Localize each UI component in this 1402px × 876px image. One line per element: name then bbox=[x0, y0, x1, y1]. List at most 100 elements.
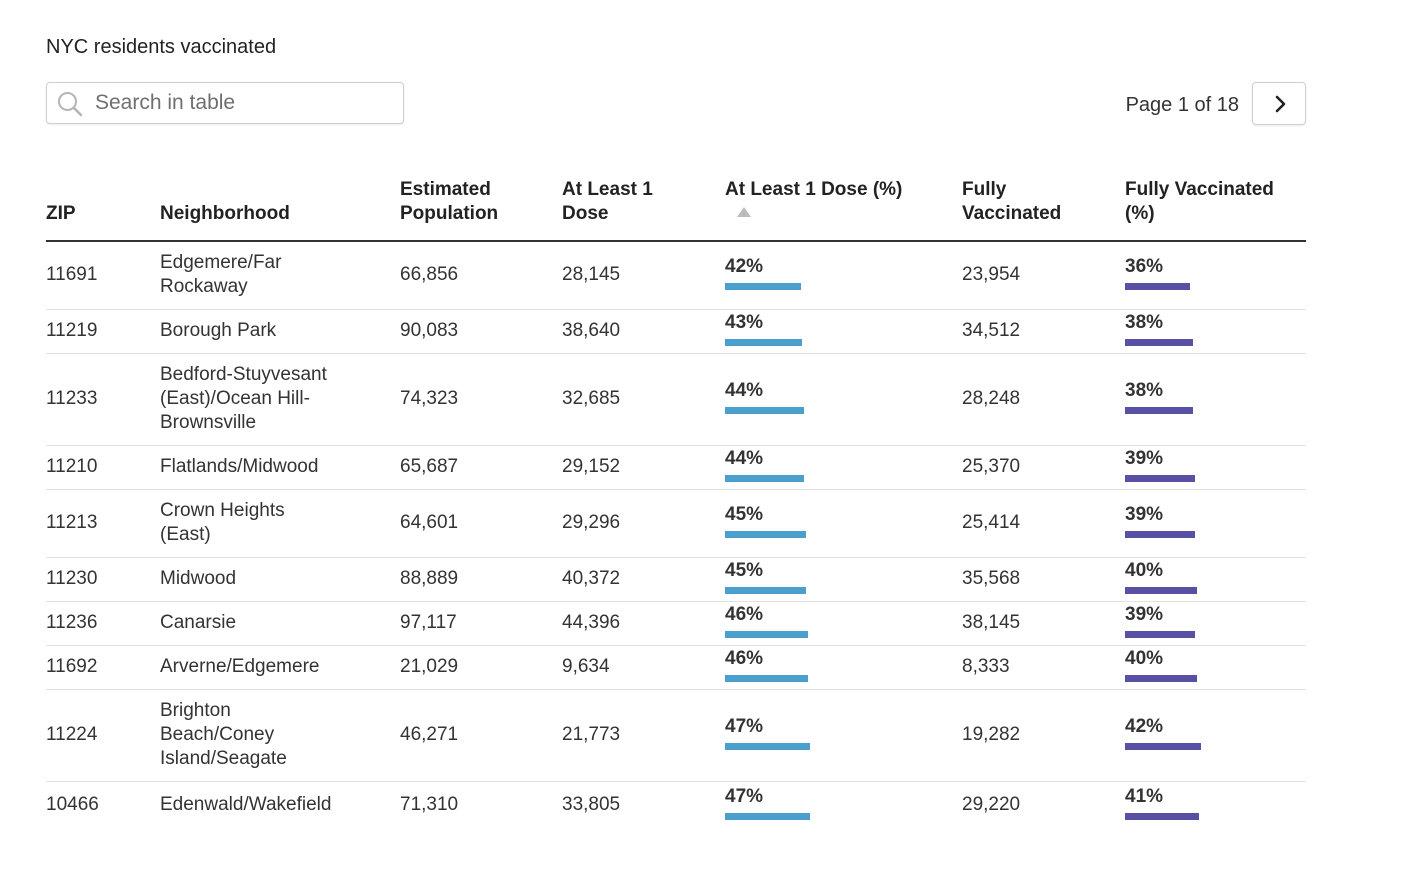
vaccination-table: ZIP Neighborhood Estimated Population At… bbox=[46, 168, 1306, 829]
population-text: 66,856 bbox=[400, 264, 459, 286]
neighborhood-text: Edgemere/Far Rockaway bbox=[160, 252, 282, 298]
population-cell: 66,856 bbox=[400, 241, 562, 310]
fully-vaccinated-cell: 29,220 bbox=[962, 781, 1125, 829]
dose1-pct-cell: 47% bbox=[725, 781, 962, 829]
column-header-fully-vaccinated-pct[interactable]: Fully Vaccinated (%) bbox=[1125, 168, 1306, 242]
dose1-text: 32,685 bbox=[562, 388, 621, 409]
dose1-pct-bar bbox=[725, 630, 808, 638]
column-header-population[interactable]: Estimated Population bbox=[400, 168, 562, 242]
fully-vaccinated-text: 8,333 bbox=[962, 656, 1010, 677]
zip-cell: 10466 bbox=[46, 781, 160, 829]
column-header-zip[interactable]: ZIP bbox=[46, 168, 160, 242]
population-text: 74,323 bbox=[400, 388, 459, 409]
population-cell: 46,271 bbox=[400, 689, 562, 782]
search-input[interactable] bbox=[95, 83, 395, 123]
fully-vaccinated-pct-cell: 42% bbox=[1125, 689, 1306, 782]
column-header-label: Neighborhood bbox=[160, 203, 290, 224]
dose1-cell: 28,145 bbox=[562, 241, 725, 310]
table-row: 11224 Brighton Beach/Coney Island/Seagate… bbox=[46, 689, 1306, 782]
neighborhood-cell: Edenwald/Wakefield bbox=[160, 781, 400, 829]
chevron-right-icon bbox=[1275, 95, 1286, 113]
population-text: 65,687 bbox=[400, 456, 459, 477]
column-header-fully-vaccinated[interactable]: Fully Vaccinated bbox=[962, 168, 1125, 242]
zip-text: 11691 bbox=[46, 264, 98, 286]
zip-cell: 11691 bbox=[46, 241, 160, 310]
table-row: 11233 Bedford-Stuyvesant (East)/Ocean Hil… bbox=[46, 353, 1306, 446]
neighborhood-text: Bedford-Stuyvesant (East)/Ocean Hill-Bro… bbox=[160, 364, 327, 433]
column-header-dose1[interactable]: At Least 1 Dose bbox=[562, 168, 725, 242]
fully-vaccinated-pct-bar bbox=[1125, 674, 1197, 682]
fully-vaccinated-pct-bar bbox=[1125, 338, 1193, 346]
fully-vaccinated-pct-cell: 36% bbox=[1125, 241, 1306, 310]
column-header-label: Fully Vaccinated bbox=[962, 179, 1062, 224]
neighborhood-cell: Edgemere/Far Rockaway bbox=[160, 241, 400, 310]
percent-label: 44% bbox=[725, 379, 764, 401]
neighborhood-text: Brighton Beach/Coney Island/Seagate bbox=[160, 700, 287, 769]
neighborhood-cell: Flatlands/Midwood bbox=[160, 445, 400, 490]
sort-ascending-icon bbox=[737, 207, 751, 217]
table-row: 11236 Canarsie 97,117 44,396 46% 38,145 39% bbox=[46, 601, 1306, 646]
percent-label: 46% bbox=[725, 647, 764, 669]
fully-vaccinated-cell: 35,568 bbox=[962, 557, 1125, 602]
percent-label: 38% bbox=[1125, 311, 1164, 333]
percent-label: 45% bbox=[725, 503, 764, 525]
dose1-text: 29,296 bbox=[562, 512, 621, 533]
dose1-cell: 33,805 bbox=[562, 781, 725, 829]
dose1-cell: 32,685 bbox=[562, 353, 725, 446]
page-indicator: Page 1 of 18 bbox=[1125, 94, 1239, 116]
dose1-text: 21,773 bbox=[562, 724, 621, 745]
fully-vaccinated-text: 38,145 bbox=[962, 612, 1021, 633]
dose1-pct-bar bbox=[725, 406, 804, 414]
neighborhood-text: Midwood bbox=[160, 568, 237, 589]
column-header-dose1-pct[interactable]: At Least 1 Dose (%) bbox=[725, 168, 962, 242]
zip-text: 11233 bbox=[46, 388, 98, 409]
fully-vaccinated-pct-bar bbox=[1125, 586, 1197, 594]
neighborhood-text: Arverne/Edgemere bbox=[160, 656, 320, 677]
table-row: 11691 Edgemere/Far Rockaway 66,856 28,145 42… bbox=[46, 241, 1306, 310]
zip-cell: 11219 bbox=[46, 309, 160, 354]
column-header-label: At Least 1 Dose bbox=[562, 179, 653, 224]
percent-label: 40% bbox=[1125, 559, 1164, 581]
search-box[interactable] bbox=[46, 82, 404, 124]
dose1-text: 28,145 bbox=[562, 264, 621, 286]
neighborhood-cell: Bedford-Stuyvesant (East)/Ocean Hill-Bro… bbox=[160, 353, 400, 446]
table-row: 11219 Borough Park 90,083 38,640 43% 34,512 38… bbox=[46, 309, 1306, 354]
fully-vaccinated-text: 25,370 bbox=[962, 456, 1021, 477]
column-header-neighborhood[interactable]: Neighborhood bbox=[160, 168, 400, 242]
fully-vaccinated-text: 28,248 bbox=[962, 388, 1021, 409]
population-text: 88,889 bbox=[400, 568, 459, 589]
percent-label: 42% bbox=[1125, 715, 1164, 737]
dose1-text: 33,805 bbox=[562, 794, 621, 816]
population-cell: 64,601 bbox=[400, 489, 562, 558]
zip-text: 10466 bbox=[46, 794, 99, 816]
fully-vaccinated-pct-bar bbox=[1125, 630, 1195, 638]
dose1-pct-bar bbox=[725, 742, 810, 750]
fully-vaccinated-pct-bar bbox=[1125, 406, 1193, 414]
page-title: NYC residents vaccinated bbox=[46, 36, 277, 58]
percent-label: 44% bbox=[725, 447, 764, 469]
dose1-text: 29,152 bbox=[562, 456, 621, 477]
dose1-pct-bar bbox=[725, 586, 806, 594]
fully-vaccinated-pct-cell: 41% bbox=[1125, 781, 1306, 829]
table-row: 11213 Crown Heights (East) 64,601 29,296 45%… bbox=[46, 489, 1306, 558]
table-row: 11210 Flatlands/Midwood 65,687 29,152 44% 25,… bbox=[46, 445, 1306, 490]
neighborhood-cell: Borough Park bbox=[160, 309, 400, 354]
population-cell: 71,310 bbox=[400, 781, 562, 829]
next-page-button[interactable] bbox=[1252, 82, 1306, 125]
dose1-pct-bar bbox=[725, 674, 808, 682]
column-header-label: Estimated Population bbox=[400, 179, 499, 224]
dose1-pct-cell: 46% bbox=[725, 645, 962, 690]
table-row: 10466 Edenwald/Wakefield 71,310 33,805 47% 29… bbox=[46, 781, 1306, 829]
percent-label: 39% bbox=[1125, 503, 1164, 525]
fully-vaccinated-pct-bar bbox=[1125, 474, 1195, 482]
dose1-cell: 44,396 bbox=[562, 601, 725, 646]
fully-vaccinated-text: 29,220 bbox=[962, 794, 1021, 816]
dose1-cell: 9,634 bbox=[562, 645, 725, 690]
fully-vaccinated-cell: 25,414 bbox=[962, 489, 1125, 558]
fully-vaccinated-pct-cell: 39% bbox=[1125, 489, 1306, 558]
population-text: 46,271 bbox=[400, 724, 459, 745]
population-cell: 97,117 bbox=[400, 601, 562, 646]
population-cell: 88,889 bbox=[400, 557, 562, 602]
fully-vaccinated-pct-bar bbox=[1125, 530, 1195, 538]
fully-vaccinated-text: 25,414 bbox=[962, 512, 1021, 533]
